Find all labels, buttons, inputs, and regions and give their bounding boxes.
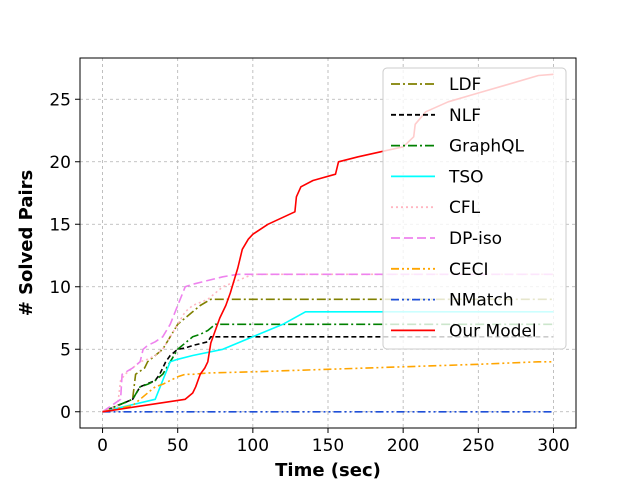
legend-label: TSO [448,167,484,187]
legend-label: NMatch [449,291,514,311]
tick-layer: 0 50 100 150 200 250 300 0 5 10 15 20 25 [49,90,569,456]
series-line-graphql [102,323,554,413]
legend-label: NLF [449,106,481,126]
x-tick-label: 300 [537,436,569,456]
y-tick-label: 15 [49,215,71,235]
y-axis-label: # Solved Pairs [16,170,37,317]
x-tick-label: 100 [237,436,269,456]
y-tick-label: 10 [49,278,71,298]
x-tick-label: 250 [462,436,494,456]
legend-label: CFL [449,198,481,218]
series-line-tso [102,310,554,413]
legend-label: GraphQL [449,137,525,157]
y-tick-label: 0 [60,403,71,423]
y-tick-label: 20 [49,153,71,173]
y-tick-label: 25 [49,90,71,110]
x-axis-label: Time (sec) [275,460,381,480]
legend-label: CECI [449,260,489,280]
series-line-cfl [102,273,554,413]
x-tick-label: 200 [387,436,419,456]
series-line-nlf [102,335,554,413]
series-line-ceci [102,360,554,413]
x-tick-label: 0 [97,436,108,456]
x-tick-label: 150 [312,436,344,456]
y-tick-label: 5 [60,340,71,360]
legend-box [382,67,567,350]
legend-label: DP-iso [449,229,502,249]
x-tick-label: 50 [167,436,189,456]
series-line-dp-iso [102,273,554,413]
legend: LDF NLF GraphQL TSO CFL DP-iso CECI NMatch Our M… [382,67,567,350]
legend-label: Our Model [449,321,537,341]
legend-label: LDF [449,75,481,95]
